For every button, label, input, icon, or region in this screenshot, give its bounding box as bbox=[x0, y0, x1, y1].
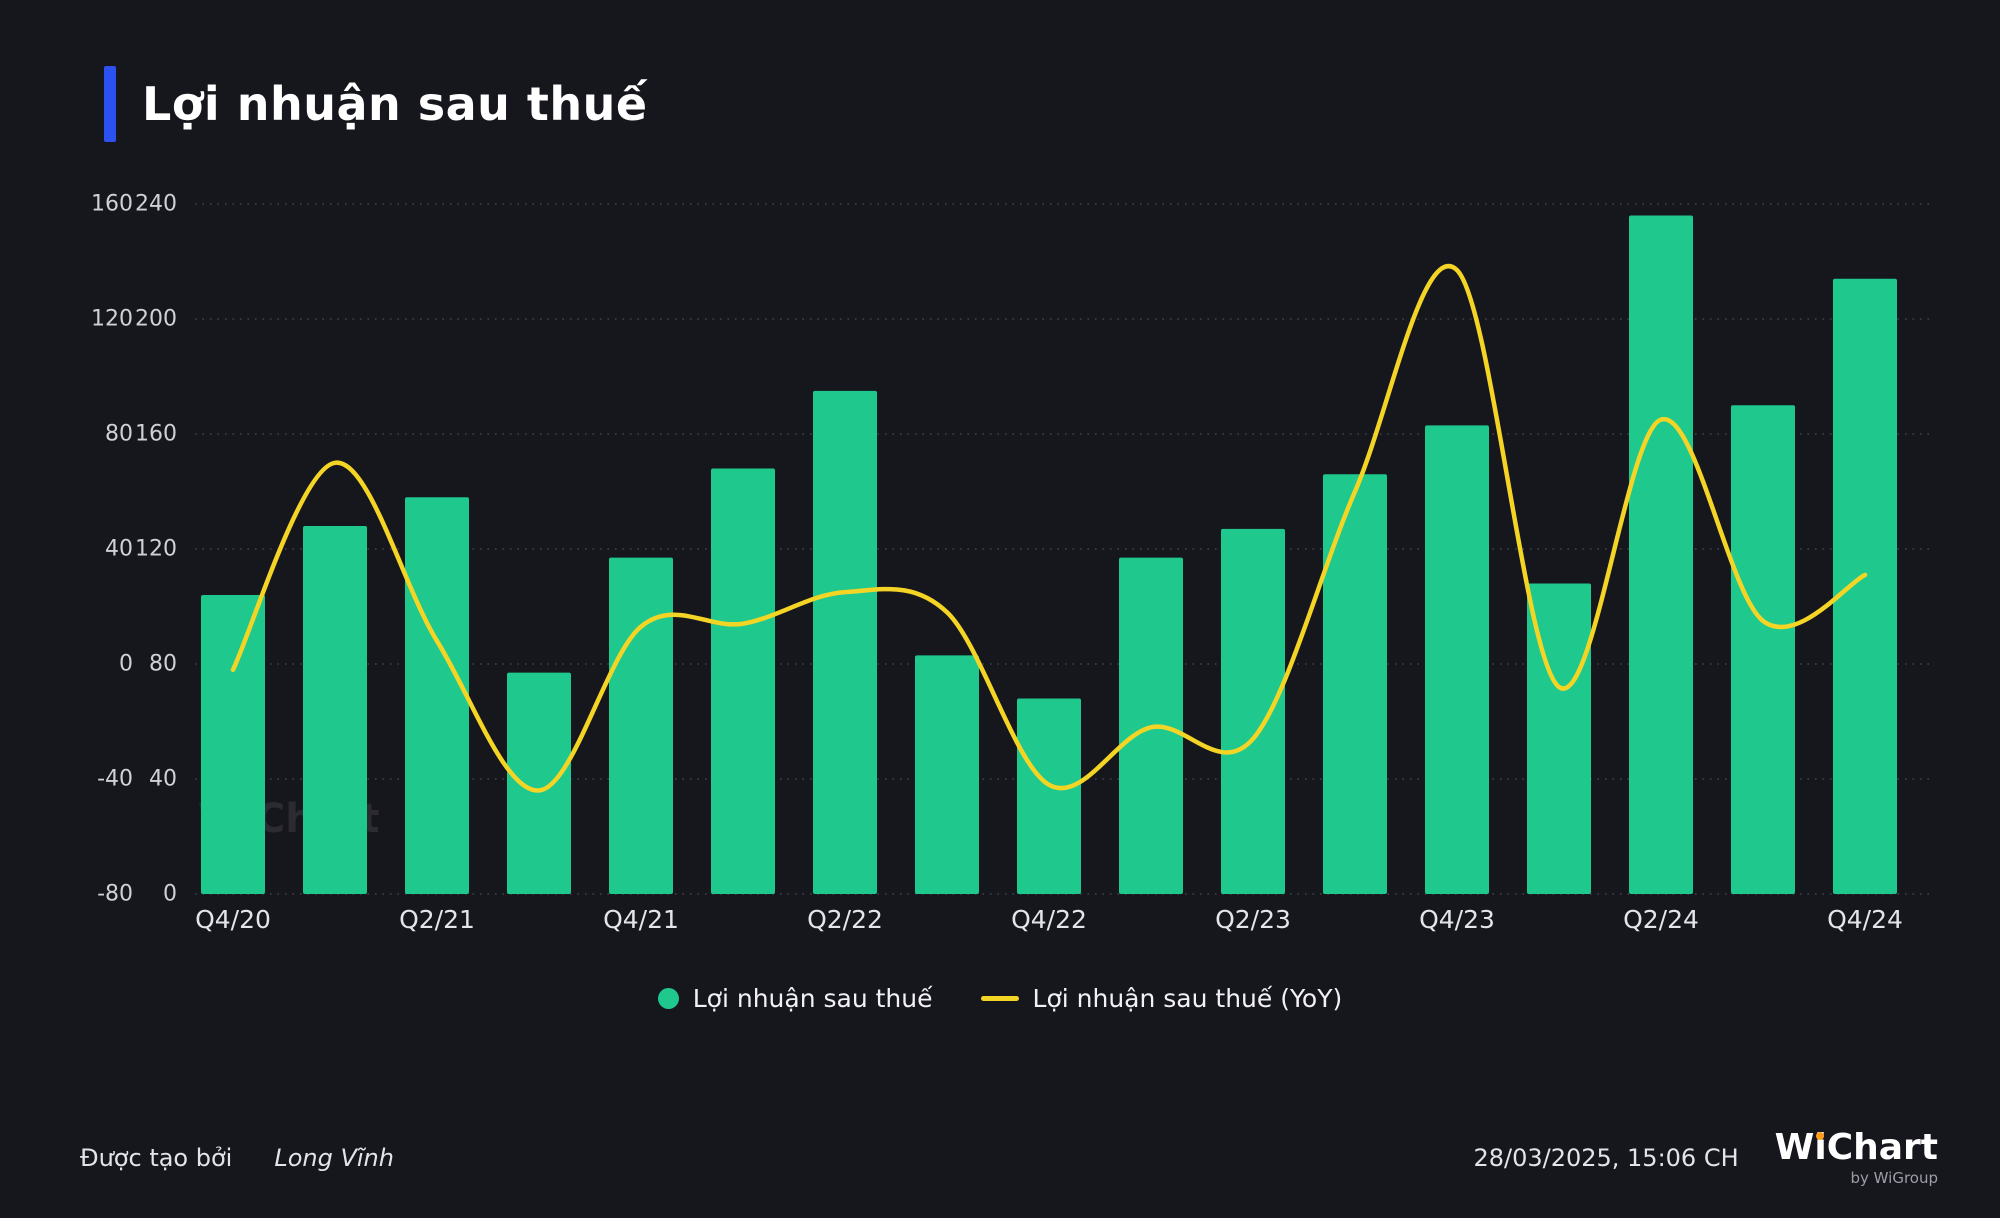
legend-marker-line bbox=[980, 996, 1019, 1001]
legend-marker-circle bbox=[657, 988, 679, 1009]
footer-meta: 28/03/2025, 15:06 CH WiChart by WiGroup bbox=[1473, 1129, 1938, 1187]
chart-bar-q4-21[interactable] bbox=[609, 557, 673, 894]
chart-bar-q1-22[interactable] bbox=[711, 468, 775, 895]
footer-created-by: Được tạo bởi Long Vĩnh bbox=[80, 1144, 394, 1172]
timestamp: 28/03/2025, 15:06 CH bbox=[1473, 1143, 1739, 1172]
y-axis-tick-right: 40 bbox=[149, 767, 177, 792]
wichart-logo-subtext: by WiGroup bbox=[1850, 1169, 1938, 1188]
y-axis-tick-right: 0 bbox=[163, 882, 177, 907]
y-axis-tick-right: 160 bbox=[135, 422, 177, 447]
x-axis-tick: Q2/21 bbox=[399, 905, 475, 934]
y-axis-tick-right: 200 bbox=[135, 307, 177, 332]
x-axis-tick: Q4/20 bbox=[195, 905, 271, 934]
logo-i-dot-icon bbox=[1815, 1132, 1824, 1141]
wichart-logo[interactable]: WiChart by WiGroup bbox=[1775, 1129, 1938, 1187]
x-axis-tick: Q4/23 bbox=[1419, 905, 1495, 934]
chart-header: Lợi nhuận sau thuế bbox=[104, 66, 648, 142]
title-accent-bar bbox=[104, 66, 116, 142]
y-axis-tick-right: 240 bbox=[135, 192, 177, 217]
x-axis-tick: Q4/21 bbox=[603, 905, 679, 934]
y-axis-tick-left: -40 bbox=[97, 767, 133, 792]
chart-bar-q3-24[interactable] bbox=[1731, 405, 1795, 894]
author-name: Long Vĩnh bbox=[274, 1144, 394, 1172]
legend: Lợi nhuận sau thuế Lợi nhuận sau thuế (Y… bbox=[0, 984, 2000, 1013]
y-axis-tick-left: 120 bbox=[91, 307, 133, 332]
legend-label-yoy: Lợi nhuận sau thuế (YoY) bbox=[1032, 984, 1343, 1013]
legend-item-yoy[interactable]: Lợi nhuận sau thuế (YoY) bbox=[980, 984, 1343, 1013]
chart-bar-q2-21[interactable] bbox=[405, 497, 469, 894]
legend-label-profit: Lợi nhuận sau thuế bbox=[692, 984, 933, 1013]
x-axis-tick: Q2/23 bbox=[1215, 905, 1291, 934]
x-axis-tick: Q4/24 bbox=[1827, 905, 1903, 934]
legend-item-profit[interactable]: Lợi nhuận sau thuế bbox=[657, 984, 933, 1013]
page-title: Lợi nhuận sau thuế bbox=[142, 77, 648, 131]
y-axis-tick-left: 40 bbox=[105, 537, 133, 562]
chart-bar-q3-23[interactable] bbox=[1323, 474, 1387, 894]
y-axis-tick-left: -80 bbox=[97, 882, 133, 907]
chart-bar-q1-21[interactable] bbox=[303, 526, 367, 894]
x-axis-tick: Q2/24 bbox=[1623, 905, 1699, 934]
y-axis-tick-left: 160 bbox=[91, 192, 133, 217]
y-axis-tick-left: 0 bbox=[119, 652, 133, 677]
y-axis-tick-right: 80 bbox=[149, 652, 177, 677]
chart-bar-q2-24[interactable] bbox=[1629, 215, 1693, 895]
yoy-line[interactable] bbox=[230, 264, 1868, 793]
chart-bar-q4-22[interactable] bbox=[1017, 698, 1081, 895]
chart-bar-q3-21[interactable] bbox=[507, 672, 571, 894]
chart-bar-q4-23[interactable] bbox=[1425, 425, 1489, 894]
chart-bar-q2-22[interactable] bbox=[813, 390, 877, 894]
y-axis-tick-left: 80 bbox=[105, 422, 133, 447]
x-axis-tick: Q4/22 bbox=[1011, 905, 1087, 934]
x-axis-tick: Q2/22 bbox=[807, 905, 883, 934]
chart-bar-q2-23[interactable] bbox=[1221, 528, 1285, 894]
chart-bar-q3-22[interactable] bbox=[915, 655, 979, 894]
footer: Được tạo bởi Long Vĩnh 28/03/2025, 15:06… bbox=[0, 1112, 2000, 1204]
chart-bar-q4-20[interactable] bbox=[201, 595, 265, 894]
y-axis-tick-right: 120 bbox=[135, 537, 177, 562]
wichart-logo-text: WiChart bbox=[1774, 1127, 1938, 1169]
chart-bar-q1-24[interactable] bbox=[1527, 583, 1591, 895]
created-by-label: Được tạo bởi bbox=[80, 1144, 233, 1172]
chart-bar-q4-24[interactable] bbox=[1833, 278, 1897, 894]
